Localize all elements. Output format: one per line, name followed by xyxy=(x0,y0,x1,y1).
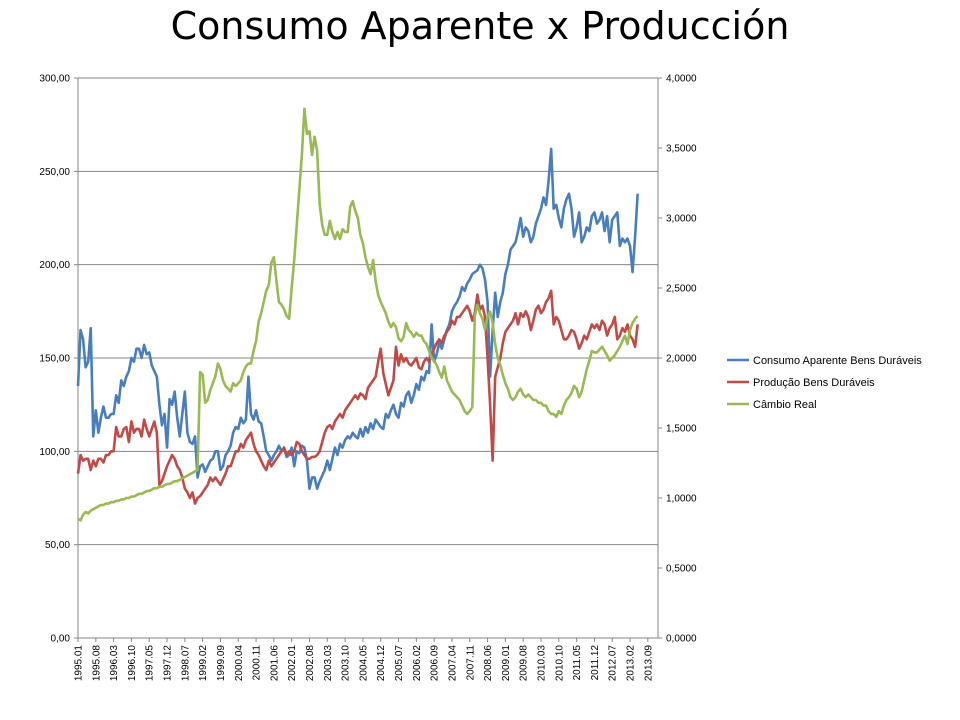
x-tick-label: 2007.11 xyxy=(465,645,476,681)
axis-layer: 0,00 50,00 100,00 150,00 200,00 250,00 300,00 0… xyxy=(39,74,697,682)
x-tick-label: 2001.06 xyxy=(269,645,280,682)
x-tick-label: 1996.03 xyxy=(109,645,120,682)
x-tick-label: 2009.08 xyxy=(519,645,530,682)
x-tick-label: 1996.10 xyxy=(127,645,138,682)
right-tick-label: 2,0000 xyxy=(666,354,697,365)
left-tick-label: 250,00 xyxy=(39,167,70,178)
chart-title: Consumo Aparente x Producción xyxy=(170,4,790,48)
left-tick-label: 300,00 xyxy=(39,74,70,85)
x-tick-label: 2010.03 xyxy=(536,645,547,682)
left-tick-label: 100,00 xyxy=(39,447,70,458)
x-tick-label: 1998.07 xyxy=(180,645,191,682)
x-tick-label: 2005.07 xyxy=(394,645,405,682)
x-tick-label: 2003.10 xyxy=(341,645,352,682)
x-tick-label: 2000.11 xyxy=(252,645,263,681)
x-tick-label: 2000.04 xyxy=(234,645,245,682)
x-tick-label: 1999.09 xyxy=(216,645,227,682)
x-tick-label: 1997.12 xyxy=(163,645,174,682)
x-tick-label: 2010.10 xyxy=(554,645,565,682)
grid-layer xyxy=(78,77,658,639)
right-tick-label: 2,5000 xyxy=(666,284,697,295)
right-tick-label: 1,5000 xyxy=(666,424,697,435)
left-tick-label: 50,00 xyxy=(45,540,70,551)
legend-label: Câmbio Real xyxy=(753,399,817,411)
left-tick-label: 200,00 xyxy=(39,260,70,271)
x-tick-label: 2009.01 xyxy=(501,645,512,682)
x-tick-label: 2004.05 xyxy=(358,645,369,682)
right-tick-label: 0,0000 xyxy=(666,634,697,645)
x-tick-label: 2002.01 xyxy=(287,645,298,682)
right-tick-label: 0,5000 xyxy=(666,564,697,575)
x-tick-label: 2007.04 xyxy=(447,645,458,682)
x-tick-label: 1997.05 xyxy=(145,645,156,682)
x-tick-label: 1999.02 xyxy=(198,645,209,682)
x-tick-label: 2013.09 xyxy=(643,645,654,682)
series-line-2 xyxy=(77,107,639,522)
x-tick-label: 2008.06 xyxy=(483,645,494,682)
legend-label: Consumo Aparente Bens Duráveis xyxy=(753,355,922,367)
left-tick-label: 150,00 xyxy=(39,354,70,365)
x-tick-label: 2002.08 xyxy=(305,645,316,682)
x-tick-label: 2012.07 xyxy=(608,645,619,682)
x-tick-label: 2013.02 xyxy=(626,645,637,682)
right-tick-label: 1,0000 xyxy=(666,494,697,505)
x-tick-label: 1995.01 xyxy=(74,645,85,682)
x-tick-label: 2006.02 xyxy=(412,645,423,682)
series-layer xyxy=(76,107,639,522)
x-tick-label: 2011.05 xyxy=(572,645,583,681)
right-tick-label: 4,0000 xyxy=(666,74,697,85)
series-line-1 xyxy=(76,289,639,505)
left-tick-label: 0,00 xyxy=(51,634,71,645)
x-tick-label: 1995.08 xyxy=(91,645,102,682)
x-tick-label: 2003.03 xyxy=(323,645,334,682)
right-tick-label: 3,5000 xyxy=(666,144,697,155)
x-tick-label: 2011.12 xyxy=(590,645,601,681)
right-tick-label: 3,0000 xyxy=(666,214,697,225)
legend-label: Produção Bens Duráveis xyxy=(753,377,875,389)
x-tick-label: 2004.12 xyxy=(376,645,387,682)
legend: Consumo Aparente Bens Duráveis Produção B… xyxy=(727,355,922,411)
x-tick-label: 2006.09 xyxy=(430,645,441,682)
series-line-0 xyxy=(76,147,639,490)
